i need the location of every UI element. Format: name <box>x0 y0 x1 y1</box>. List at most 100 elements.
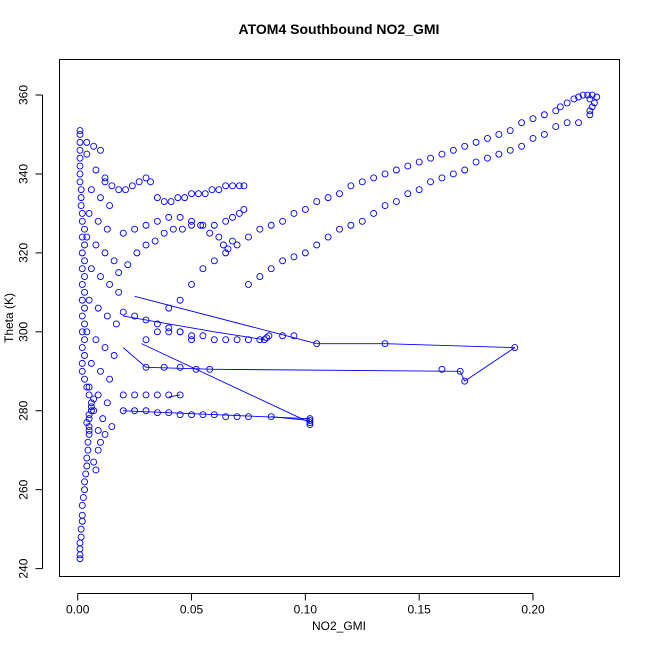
data-point <box>101 430 109 438</box>
data-point <box>588 103 596 111</box>
data-point <box>215 186 223 194</box>
data-point <box>306 417 314 425</box>
data-point <box>103 225 111 233</box>
data-point <box>85 296 93 304</box>
data-point <box>556 103 564 111</box>
data-point <box>87 265 95 273</box>
data-point <box>78 249 86 257</box>
data-point <box>449 170 457 178</box>
connecting-line <box>214 331 265 341</box>
data-point <box>165 324 173 332</box>
data-point <box>306 415 314 423</box>
y-tick-label: 300 <box>17 321 31 341</box>
data-point <box>461 377 469 385</box>
data-point <box>176 296 184 304</box>
data-point <box>313 241 321 249</box>
data-point <box>81 352 88 359</box>
data-point <box>575 93 582 101</box>
data-point <box>208 186 216 194</box>
x-tick-label: 0.20 <box>521 602 545 616</box>
data-point <box>165 409 173 417</box>
data-point <box>290 332 298 340</box>
data-point <box>461 142 469 150</box>
data-point <box>97 273 104 281</box>
data-point <box>197 221 205 229</box>
data-point <box>347 221 355 229</box>
data-point <box>427 178 435 186</box>
data-point <box>79 494 87 502</box>
data-point <box>199 265 207 273</box>
data-point <box>87 403 95 411</box>
data-point <box>160 229 168 237</box>
data-point <box>188 411 195 419</box>
data-point <box>101 174 109 182</box>
data-point <box>81 336 88 344</box>
data-point <box>484 154 491 162</box>
y-tick-label: 260 <box>17 479 31 499</box>
data-point <box>563 119 571 127</box>
data-point <box>438 365 446 373</box>
data-point <box>427 154 435 162</box>
data-point <box>108 423 116 430</box>
data-point <box>97 194 104 202</box>
y-axis-title: Theta (K) <box>2 293 16 343</box>
data-point <box>511 344 519 352</box>
data-point <box>347 182 355 190</box>
data-point <box>233 336 241 344</box>
data-point <box>181 194 189 202</box>
data-point <box>153 391 161 399</box>
connecting-lines <box>122 295 516 423</box>
data-point <box>142 363 150 371</box>
data-point <box>87 407 95 415</box>
data-point <box>85 430 93 438</box>
x-tick-label: 0.05 <box>180 602 204 616</box>
data-point <box>76 551 84 559</box>
connecting-line <box>459 371 466 382</box>
data-point <box>358 178 366 186</box>
y-tick-label: 340 <box>17 164 31 184</box>
data-point <box>199 221 207 229</box>
data-point <box>83 454 91 462</box>
data-point <box>290 209 298 217</box>
data-point <box>115 288 123 296</box>
data-point <box>103 312 111 320</box>
data-point <box>142 391 150 399</box>
data-point <box>579 91 587 99</box>
data-point <box>160 363 168 371</box>
data-point <box>224 245 232 253</box>
data-point <box>256 225 264 233</box>
data-point <box>263 334 271 342</box>
data-point <box>229 182 236 190</box>
data-point <box>97 438 104 446</box>
data-point <box>279 332 287 340</box>
data-point <box>586 95 594 103</box>
data-point <box>235 209 243 217</box>
data-point <box>83 150 91 158</box>
data-point <box>267 265 275 273</box>
data-point <box>235 182 243 190</box>
data-point <box>575 119 582 127</box>
data-point <box>229 237 236 245</box>
data-point <box>188 217 195 225</box>
y-tick-label: 240 <box>17 558 31 578</box>
data-point <box>108 182 116 190</box>
data-point <box>188 336 195 344</box>
data-point <box>222 336 230 344</box>
data-point <box>92 466 100 474</box>
data-point <box>165 213 173 221</box>
data-point <box>178 225 186 233</box>
data-point <box>210 257 218 265</box>
data-point <box>85 423 93 430</box>
data-point <box>76 131 84 138</box>
data-point <box>472 158 480 166</box>
data-point <box>244 281 252 288</box>
data-point <box>78 281 86 288</box>
data-point <box>76 146 84 154</box>
data-point <box>518 142 526 150</box>
data-point <box>392 166 400 174</box>
connecting-line <box>385 343 515 349</box>
data-point <box>85 415 93 423</box>
data-point <box>90 407 98 415</box>
data-point <box>82 470 90 478</box>
